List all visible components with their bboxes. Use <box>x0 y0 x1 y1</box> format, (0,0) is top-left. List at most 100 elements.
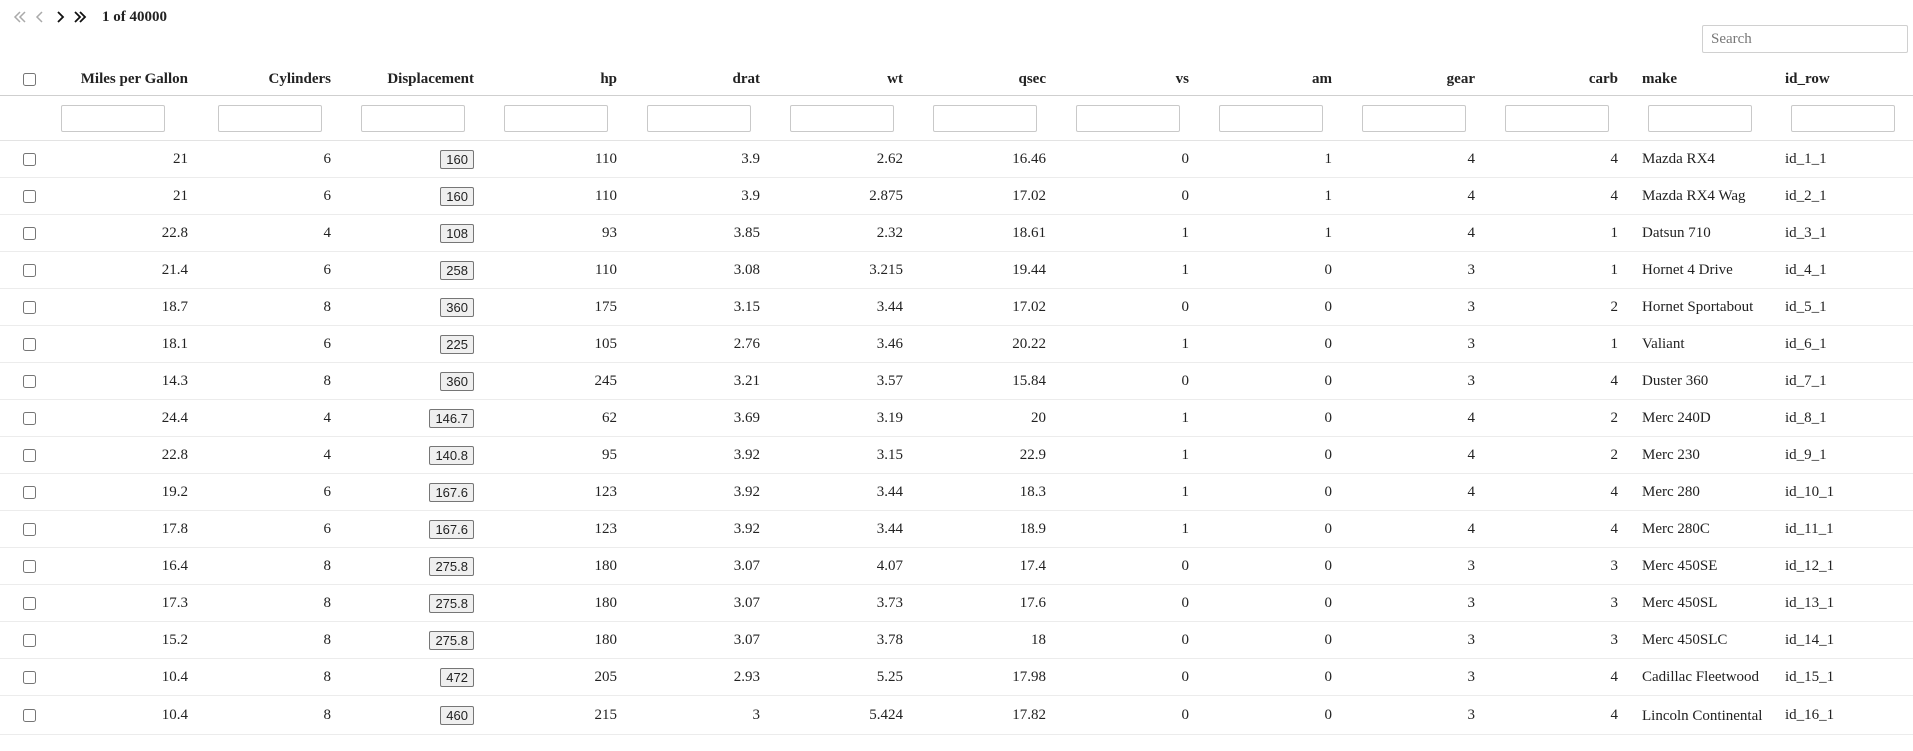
row-select-checkbox[interactable] <box>22 300 36 314</box>
column-header-make[interactable]: make <box>1630 63 1773 96</box>
displacement-button[interactable]: 360 <box>440 297 474 317</box>
displacement-button[interactable]: 225 <box>440 334 474 354</box>
row-select-checkbox[interactable] <box>22 189 36 203</box>
column-filter-input[interactable] <box>1076 104 1180 132</box>
filter-cell <box>1058 95 1201 141</box>
column-filter-input[interactable] <box>218 104 322 132</box>
table-row[interactable]: 14.3 8 360 245 3.21 3.57 15.84 0 0 3 4 Duster 360 id… <box>0 362 1913 400</box>
row-select-checkbox[interactable] <box>22 596 36 610</box>
table-row[interactable]: 24.4 4 146.7 62 3.69 3.19 20 1 0 4 2 Merc 240D id_8_… <box>0 399 1913 437</box>
displacement-button[interactable]: 108 <box>440 223 474 243</box>
table-row[interactable]: 18.7 8 360 175 3.15 3.44 17.02 0 0 3 2 Hornet Sport… <box>0 288 1913 326</box>
table-cell: 3.57 <box>772 362 915 400</box>
row-select-checkbox[interactable] <box>22 708 36 722</box>
id-row-cell: id_7_1 <box>1773 362 1913 400</box>
displacement-button[interactable]: 275.8 <box>429 593 474 613</box>
previous-page-icon[interactable] <box>30 6 50 28</box>
displacement-button[interactable]: 140.8 <box>429 445 474 465</box>
column-filter-input[interactable] <box>504 104 608 132</box>
table-row[interactable]: 21 6 160 110 3.9 2.62 16.46 0 1 4 4 Mazda RX4 id_1_1 <box>0 140 1913 178</box>
filter-cell <box>486 95 629 141</box>
table-cell: 4 <box>1344 510 1487 548</box>
displacement-button[interactable]: 258 <box>440 260 474 280</box>
table-row[interactable]: 16.4 8 275.8 180 3.07 4.07 17.4 0 0 3 3 Merc 450SE i… <box>0 547 1913 585</box>
column-header-drat[interactable]: drat <box>629 63 772 96</box>
search-input[interactable] <box>1702 25 1908 53</box>
displacement-button[interactable]: 167.6 <box>429 482 474 502</box>
table-cell: 3.9 <box>629 140 772 178</box>
table-cell: 0 <box>1058 695 1201 735</box>
column-filter-input[interactable] <box>1362 104 1466 132</box>
table-row[interactable]: 22.8 4 140.8 95 3.92 3.15 22.9 1 0 4 2 Merc 230 id_9… <box>0 436 1913 474</box>
row-select-checkbox[interactable] <box>22 485 36 499</box>
row-select-checkbox[interactable] <box>22 152 36 166</box>
row-select-checkbox[interactable] <box>22 670 36 684</box>
table-row[interactable]: 19.2 6 167.6 123 3.92 3.44 18.3 1 0 4 4 Merc 280 id_… <box>0 473 1913 511</box>
displacement-button[interactable]: 160 <box>440 186 474 206</box>
column-header-gear[interactable]: gear <box>1344 63 1487 96</box>
row-select-checkbox[interactable] <box>22 263 36 277</box>
table-cell: 0 <box>1058 362 1201 400</box>
table-row[interactable]: 22.8 4 108 93 3.85 2.32 18.61 1 1 4 1 Datsun 710 id_… <box>0 214 1913 252</box>
table-row[interactable]: 21 6 160 110 3.9 2.875 17.02 0 1 4 4 Mazda RX4 Wag i… <box>0 177 1913 215</box>
column-filter-input[interactable] <box>1791 104 1895 132</box>
table-row[interactable]: 10.4 8 460 215 3 5.424 17.82 0 0 3 4 Lincoln Contin… <box>0 695 1913 735</box>
column-header-id-row[interactable]: id_row <box>1773 63 1913 96</box>
column-filter-input[interactable] <box>1505 104 1609 132</box>
table-row[interactable]: 17.8 6 167.6 123 3.92 3.44 18.9 1 0 4 4 Merc 280C id… <box>0 510 1913 548</box>
table-row[interactable]: 21.4 6 258 110 3.08 3.215 19.44 1 0 3 1 Hornet 4 Dr… <box>0 251 1913 289</box>
table-cell: 21 <box>58 177 200 215</box>
table-cell: 17.02 <box>915 177 1058 215</box>
table-row[interactable]: 17.3 8 275.8 180 3.07 3.73 17.6 0 0 3 3 Merc 450SL i… <box>0 584 1913 622</box>
displacement-button[interactable]: 146.7 <box>429 408 474 428</box>
last-page-icon[interactable] <box>70 6 90 28</box>
table-cell: 22.8 <box>58 214 200 252</box>
row-select-checkbox[interactable] <box>22 559 36 573</box>
column-header-miles-per-gallon[interactable]: Miles per Gallon <box>58 63 200 96</box>
displacement-button[interactable]: 460 <box>440 705 474 725</box>
column-header-wt[interactable]: wt <box>772 63 915 96</box>
column-filter-input[interactable] <box>1219 104 1323 132</box>
column-header-displacement[interactable]: Displacement <box>343 63 486 96</box>
make-cell: Merc 450SLC <box>1630 621 1773 659</box>
table-row[interactable]: 10.4 8 472 205 2.93 5.25 17.98 0 0 3 4 Cadillac Fle… <box>0 658 1913 696</box>
column-filter-input[interactable] <box>61 104 165 132</box>
displacement-cell: 167.6 <box>343 473 486 511</box>
column-header-vs[interactable]: vs <box>1058 63 1201 96</box>
column-filter-input[interactable] <box>361 104 465 132</box>
table-cell: 0 <box>1201 399 1344 437</box>
row-select-checkbox[interactable] <box>22 226 36 240</box>
row-select-cell <box>0 214 58 252</box>
row-select-cell <box>0 288 58 326</box>
next-page-icon[interactable] <box>50 6 70 28</box>
column-filter-input[interactable] <box>1648 104 1752 132</box>
column-filter-input[interactable] <box>933 104 1037 132</box>
displacement-button[interactable]: 360 <box>440 371 474 391</box>
displacement-button[interactable]: 275.8 <box>429 556 474 576</box>
row-select-checkbox[interactable] <box>22 522 36 536</box>
displacement-cell: 167.6 <box>343 510 486 548</box>
displacement-button[interactable]: 167.6 <box>429 519 474 539</box>
displacement-cell: 275.8 <box>343 621 486 659</box>
column-header-cylinders[interactable]: Cylinders <box>200 63 343 96</box>
displacement-button[interactable]: 160 <box>440 149 474 169</box>
column-filter-input[interactable] <box>790 104 894 132</box>
table-cell: 0 <box>1201 473 1344 511</box>
column-header-carb[interactable]: carb <box>1487 63 1630 96</box>
row-select-checkbox[interactable] <box>22 411 36 425</box>
column-header-qsec[interactable]: qsec <box>915 63 1058 96</box>
table-row[interactable]: 18.1 6 225 105 2.76 3.46 20.22 1 0 3 1 Valiant id_6_… <box>0 325 1913 363</box>
column-filter-input[interactable] <box>647 104 751 132</box>
filter-spacer <box>0 95 58 141</box>
select-all-checkbox[interactable] <box>22 72 36 86</box>
row-select-checkbox[interactable] <box>22 633 36 647</box>
first-page-icon[interactable] <box>10 6 30 28</box>
row-select-checkbox[interactable] <box>22 448 36 462</box>
row-select-checkbox[interactable] <box>22 337 36 351</box>
column-header-hp[interactable]: hp <box>486 63 629 96</box>
column-header-am[interactable]: am <box>1201 63 1344 96</box>
row-select-checkbox[interactable] <box>22 374 36 388</box>
displacement-button[interactable]: 472 <box>440 667 474 687</box>
displacement-button[interactable]: 275.8 <box>429 630 474 650</box>
table-row[interactable]: 15.2 8 275.8 180 3.07 3.78 18 0 0 3 3 Merc 450SLC id… <box>0 621 1913 659</box>
